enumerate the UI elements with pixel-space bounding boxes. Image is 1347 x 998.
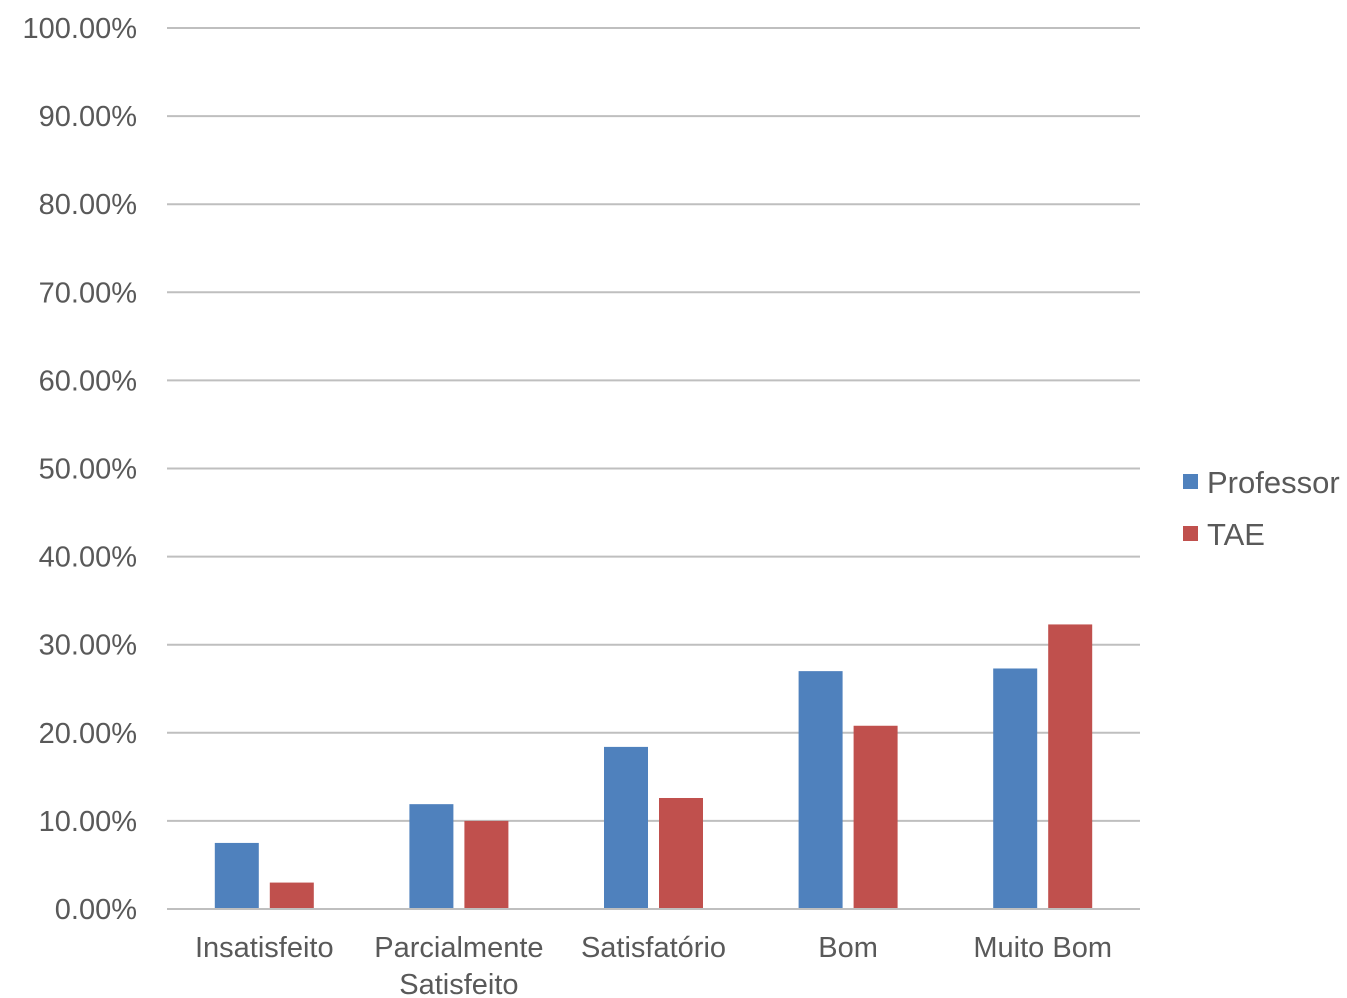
bar-tae-4 bbox=[1048, 624, 1093, 909]
x-category-label: Satisfatório bbox=[581, 932, 726, 964]
y-tick-label: 0.00% bbox=[55, 894, 137, 926]
y-tick-label: 20.00% bbox=[39, 718, 137, 750]
gridlines bbox=[167, 27, 1140, 910]
y-axis-tick-labels: 0.00% 10.00% 20.00% 30.00% 40.00% 50.00% 60.00… bbox=[23, 13, 138, 926]
x-category-label: Parcialmente bbox=[374, 932, 543, 964]
x-category-label: Insatisfeito bbox=[195, 932, 334, 964]
legend-label-tae: TAE bbox=[1207, 517, 1265, 552]
legend-swatch-professor bbox=[1183, 474, 1198, 489]
y-tick-label: 10.00% bbox=[39, 806, 137, 838]
legend: Professor TAE bbox=[1183, 465, 1340, 552]
y-tick-label: 40.00% bbox=[39, 542, 137, 574]
bar-tae-1 bbox=[464, 820, 509, 909]
bar-professor-1 bbox=[409, 804, 454, 909]
y-tick-label: 100.00% bbox=[23, 13, 138, 45]
y-tick-label: 60.00% bbox=[39, 365, 137, 397]
legend-swatch-tae bbox=[1183, 526, 1198, 541]
legend-label-professor: Professor bbox=[1207, 465, 1340, 500]
y-tick-label: 70.00% bbox=[39, 277, 137, 309]
bar-tae-2 bbox=[659, 797, 703, 909]
bar-professor-2 bbox=[604, 746, 648, 909]
x-category-label: Bom bbox=[818, 932, 878, 964]
bar-professor-0 bbox=[214, 842, 259, 909]
x-axis-category-labels: Insatisfeito Parcialmente Satisfeito Satisf… bbox=[195, 932, 1112, 998]
bar-professor-3 bbox=[798, 671, 843, 909]
x-category-label: Satisfeito bbox=[399, 969, 518, 998]
y-tick-label: 90.00% bbox=[39, 101, 137, 133]
y-tick-label: 50.00% bbox=[39, 454, 137, 486]
bar-professor-4 bbox=[993, 668, 1038, 909]
bars bbox=[167, 624, 1140, 910]
x-category-label: Muito Bom bbox=[973, 932, 1112, 964]
bar-tae-3 bbox=[853, 725, 898, 909]
y-tick-label: 30.00% bbox=[39, 630, 137, 662]
y-tick-label: 80.00% bbox=[39, 189, 137, 221]
bar-tae-0 bbox=[269, 882, 314, 909]
